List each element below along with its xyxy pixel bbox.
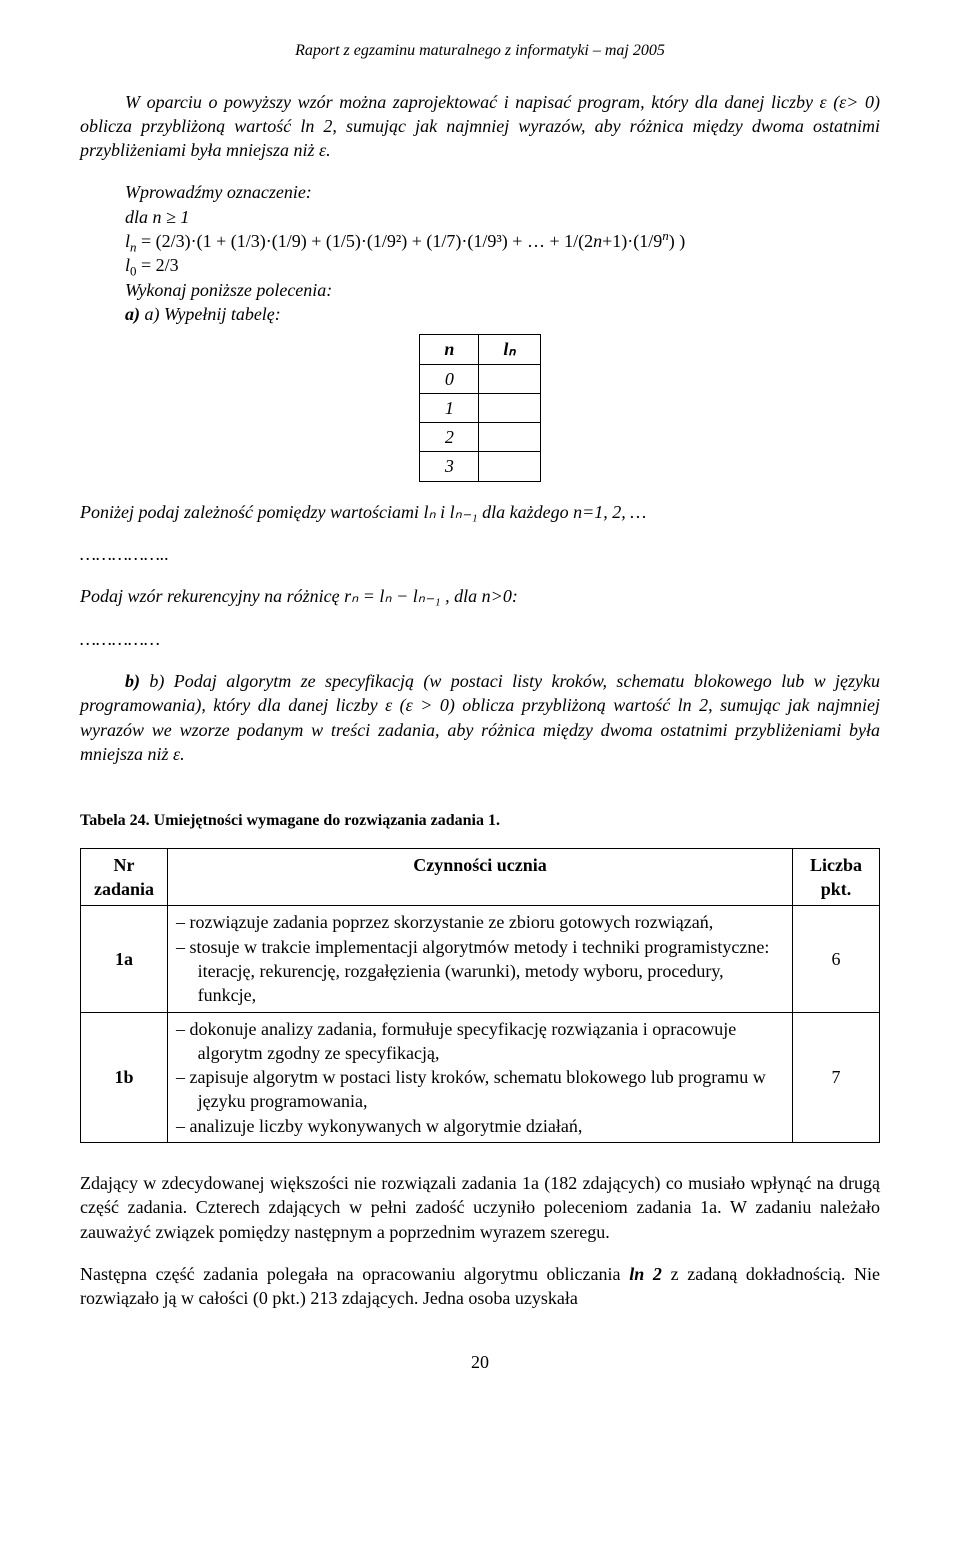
table-row: 1a rozwiązuje zadania poprzez skorzystan… — [81, 906, 880, 1012]
col-n: n — [420, 335, 479, 364]
formula-l0: l0 = 2/3 — [125, 253, 880, 277]
cell-pkt: 6 — [793, 906, 880, 1012]
list-item: analizuje liczby wykonywanych w algorytm… — [198, 1114, 784, 1138]
list-item: zapisuje algorytm w postaci listy kroków… — [198, 1065, 784, 1114]
p10-a: Następna część zadania polegała na oprac… — [80, 1264, 629, 1284]
cell-ln — [479, 452, 540, 481]
page-header: Raport z egzaminu maturalnego z informat… — [80, 40, 880, 62]
table-row: 0 — [420, 364, 540, 393]
cell-n: 2 — [420, 423, 479, 452]
cell-ln — [479, 393, 540, 422]
table-row: 2 — [420, 423, 540, 452]
page-number: 20 — [80, 1350, 880, 1374]
cell-items: rozwiązuje zadania poprzez skorzystanie … — [168, 906, 793, 1012]
table-row: Nr zadania Czynności ucznia Liczba pkt. — [81, 848, 880, 906]
list-item: rozwiązuje zadania poprzez skorzystanie … — [198, 910, 784, 934]
paragraph-relation: Poniżej podaj zależność pomiędzy wartośc… — [80, 500, 880, 524]
def-line-2: dla n ≥ 1 — [125, 205, 880, 229]
col-nr: Nr zadania — [81, 848, 168, 906]
dots-line-2: …………… — [80, 627, 880, 651]
def-line-4: a) a) Wypełnij tabelę: — [125, 302, 880, 326]
table-24: Nr zadania Czynności ucznia Liczba pkt. … — [80, 848, 880, 1143]
cell-n: 1 — [420, 393, 479, 422]
paragraph-results-2: Następna część zadania polegała na oprac… — [80, 1262, 880, 1311]
col-cz: Czynności ucznia — [168, 848, 793, 906]
cell-ln — [479, 364, 540, 393]
table-row: 1 — [420, 393, 540, 422]
col-pkt: Liczba pkt. — [793, 848, 880, 906]
cell-id: 1b — [81, 1012, 168, 1142]
task-a-label: a) Wypełnij tabelę: — [145, 304, 281, 324]
cell-ln — [479, 423, 540, 452]
table-row: 1b dokonuje analizy zadania, formułuje s… — [81, 1012, 880, 1142]
cell-items: dokonuje analizy zadania, formułuje spec… — [168, 1012, 793, 1142]
table-n-ln: n lₙ 0 1 2 3 — [419, 334, 540, 481]
task-b-text: b) Podaj algorytm ze specyfikacją (w pos… — [80, 671, 880, 764]
dots-line-1: …………….. — [80, 542, 880, 566]
cell-n: 0 — [420, 364, 479, 393]
list-item: stosuje w trakcie implementacji algorytm… — [198, 935, 784, 1008]
def-line-3: Wykonaj poniższe polecenia: — [125, 278, 880, 302]
paragraph-recurrence: Podaj wzór rekurencyjny na różnicę rₙ = … — [80, 584, 880, 608]
col-ln: lₙ — [479, 335, 540, 364]
list-item: dokonuje analizy zadania, formułuje spec… — [198, 1017, 784, 1066]
cell-pkt: 7 — [793, 1012, 880, 1142]
paragraph-task-b: b) b) Podaj algorytm ze specyfikacją (w … — [80, 669, 880, 766]
definition-block: Wprowadźmy oznaczenie: dla n ≥ 1 ln = (2… — [125, 180, 880, 326]
paragraph-intro: W oparciu o powyższy wzór można zaprojek… — [80, 90, 880, 163]
ln2-bold: ln 2 — [629, 1264, 662, 1284]
table24-caption: Tabela 24. Umiejętności wymagane do rozw… — [80, 810, 880, 832]
formula-ln: ln = (2/3)·(1 + (1/3)·(1/9) + (1/5)·(1/9… — [125, 229, 880, 253]
cell-n: 3 — [420, 452, 479, 481]
cell-id: 1a — [81, 906, 168, 1012]
table-row: 3 — [420, 452, 540, 481]
table-row: n lₙ — [420, 335, 540, 364]
paragraph-results-1: Zdający w zdecydowanej większości nie ro… — [80, 1171, 880, 1244]
def-line-1: Wprowadźmy oznaczenie: — [125, 180, 880, 204]
